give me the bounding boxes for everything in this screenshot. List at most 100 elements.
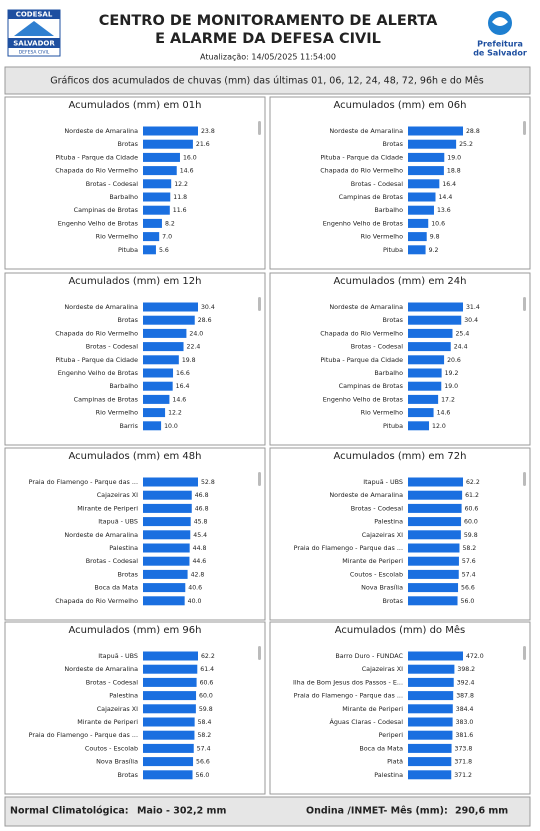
bar [408, 342, 451, 352]
value-label: 62.2 [201, 653, 215, 660]
bar [143, 583, 186, 593]
value-label: 60.6 [200, 679, 214, 686]
bar [408, 517, 462, 527]
bar [143, 328, 187, 338]
value-label: 12.2 [168, 410, 182, 417]
value-label: 14.6 [172, 396, 186, 403]
value-label: 60.6 [465, 505, 479, 512]
bar [408, 315, 462, 325]
bar [143, 477, 198, 487]
value-label: 23.8 [201, 128, 215, 135]
value-label: 7.0 [162, 234, 172, 241]
category-label: Nordeste de Amaralina [64, 127, 138, 135]
value-label: 24.0 [189, 330, 203, 337]
bar [408, 245, 426, 255]
category-label: Chapada do Rio Vermelho [55, 329, 138, 337]
city-logo-text: de Salvador [473, 49, 527, 58]
value-label: 14.6 [437, 410, 451, 417]
bar [408, 556, 459, 566]
chart-panel [269, 272, 531, 446]
value-label: 19.0 [444, 383, 458, 390]
category-label: Mirante de Periperi [342, 557, 403, 565]
category-label: Brotas [117, 140, 138, 148]
category-label: Pituba - Parque da Cidade [55, 153, 138, 161]
value-label: 9.2 [429, 247, 439, 254]
value-label: 371.8 [454, 759, 472, 766]
category-label: Campinas de Brotas [339, 193, 404, 201]
category-label: Barbalho [374, 206, 403, 214]
category-label: Brotas - Codesal [351, 343, 404, 351]
bar [408, 302, 463, 312]
category-label: Boca da Mata [94, 584, 138, 592]
category-label: Itapuã - UBS [363, 478, 403, 486]
bar [143, 569, 188, 579]
bar [143, 408, 166, 418]
value-label: 14.6 [180, 168, 194, 175]
category-label: Rio Vermelho [361, 409, 403, 417]
subtitle: Gráficos dos acumulados de chuvas (mm) d… [50, 76, 484, 87]
bar [408, 569, 459, 579]
bar [143, 139, 193, 149]
value-label: 21.6 [196, 141, 210, 148]
value-label: 16.4 [442, 181, 456, 188]
bar [143, 664, 198, 674]
scrollbar [523, 646, 526, 660]
city-logo-text: Prefeitura [477, 40, 523, 49]
category-label: Itapuã - UBS [98, 652, 138, 660]
value-label: 11.8 [173, 194, 187, 201]
category-label: Chapada do Rio Vermelho [320, 167, 403, 175]
bar [143, 421, 162, 431]
category-label: Engenho Velho de Brotas [323, 395, 404, 403]
value-label: 57.4 [197, 745, 211, 752]
logo-text: SALVADOR [13, 40, 55, 48]
logo-band [8, 38, 60, 48]
panel-title: Acumulados (mm) em 06h [334, 100, 467, 111]
value-label: 44.6 [192, 558, 206, 565]
category-label: Praia do Flamengo - Parque das ... [294, 692, 403, 700]
bar [143, 717, 195, 727]
bar [408, 730, 453, 740]
bar [408, 596, 458, 606]
category-label: Palestina [374, 771, 403, 779]
value-label: 19.0 [447, 154, 461, 161]
value-label: 18.8 [447, 168, 461, 175]
bar [408, 477, 463, 487]
value-label: 12.0 [432, 423, 446, 430]
category-label: Pituba - Parque da Cidade [55, 356, 138, 364]
bar [143, 205, 170, 215]
category-label: Cajazeiras XI [362, 531, 403, 539]
value-label: 387.8 [456, 693, 474, 700]
category-label: Rio Vermelho [96, 233, 138, 241]
bar [143, 596, 185, 606]
category-label: Engenho Velho de Brotas [323, 219, 404, 227]
bar [408, 770, 452, 780]
panel-title: Acumulados (mm) em 96h [69, 625, 202, 636]
footer-value: 290,6 mm [455, 806, 508, 817]
value-label: 59.8 [199, 706, 213, 713]
value-label: 52.8 [201, 479, 215, 486]
category-label: Cajazeiras XI [362, 665, 403, 673]
value-label: 19.8 [182, 357, 196, 364]
value-label: 22.4 [187, 344, 201, 351]
category-label: Brotas [117, 570, 138, 578]
bar [143, 355, 179, 365]
bar [408, 218, 429, 228]
value-label: 392.4 [457, 679, 475, 686]
category-label: Praia do Flamengo - Parque das ... [29, 478, 138, 486]
bar [143, 126, 198, 136]
scrollbar [258, 646, 261, 660]
category-label: Pituba - Parque da Cidade [320, 153, 403, 161]
bar [408, 717, 453, 727]
bar [408, 704, 453, 714]
chart-panel [4, 621, 266, 795]
category-label: Chapada do Rio Vermelho [55, 597, 138, 605]
value-label: 16.6 [176, 370, 190, 377]
bar [408, 651, 463, 661]
value-label: 16.0 [183, 154, 197, 161]
category-label: Águas Claras - Codesal [329, 717, 403, 726]
value-label: 25.2 [459, 141, 473, 148]
category-label: Chapada do Rio Vermelho [320, 329, 403, 337]
category-label: Pituba [383, 246, 403, 254]
value-label: 12.2 [174, 181, 188, 188]
value-label: 56.6 [196, 759, 210, 766]
